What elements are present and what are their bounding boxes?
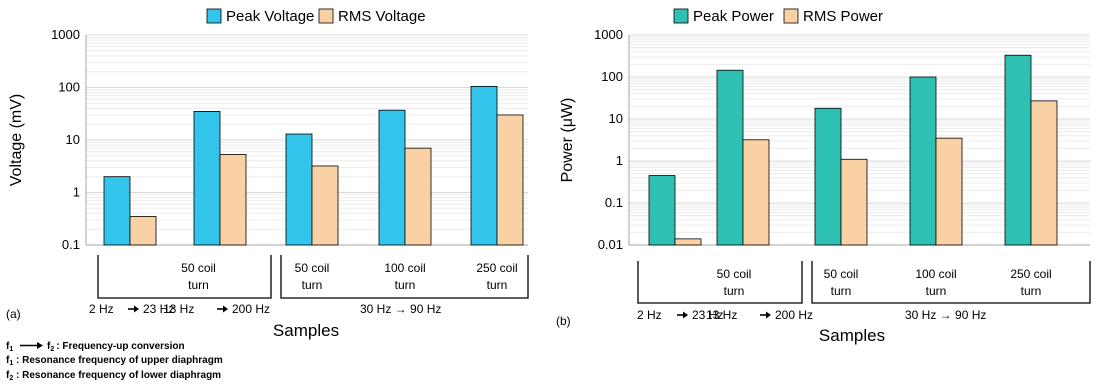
y-tick-label: 1 [616,153,623,168]
freq-label: 30 Hz → 90 Hz [360,302,441,316]
bar-rms [311,165,339,246]
x-axis-label: Samples [273,321,339,340]
group-label-line1: 100 coil [384,261,425,275]
group-label-line2: turn [395,278,416,292]
y-tick-label: 100 [58,80,80,95]
freq-label: 200 Hz [232,302,270,316]
note-f2-b: f [6,370,10,381]
bar-peak [909,76,937,246]
group-label-line2: turn [926,284,947,298]
panel-label: (a) [6,307,21,321]
y-tick-label: 1 [73,185,80,200]
note-frequency-up: : Frequency-up conversion [56,341,184,352]
y-tick-label: 0.01 [598,237,623,252]
bar-peak [716,69,744,246]
legend-swatch [673,8,689,24]
group-bracket [280,255,529,299]
freq-label: 23 Hz [143,302,174,316]
svg-text:f1: f1 [6,341,13,353]
y-tick-label: 1000 [594,27,623,42]
note-f2: f [47,341,51,352]
note-f1-b-sub: 1 [9,360,13,367]
group-label-line1: 50 coil [181,261,216,275]
bar-peak [470,85,498,246]
legend-label: Peak Voltage [226,8,314,25]
group-label-line2: turn [1021,284,1042,298]
note-upper-diaphragm: : Resonance frequency of upper diaphragm [13,355,223,366]
note-f1-sub: 1 [9,346,13,353]
freq-arrow-head-icon [223,305,228,313]
bar-peak [648,175,676,246]
group-label-line1: 250 coil [476,261,517,275]
y-tick-label: 0.1 [605,195,623,210]
bar-peak [285,133,313,246]
group-label-line2: turn [302,278,323,292]
svg-text:f2 : Resonance frequency of lo: f2 : Resonance frequency of lower diaphr… [6,370,221,382]
note-f2-sub: 2 [50,346,54,353]
group-label-line2: turn [724,284,745,298]
freq-label: 30 Hz → 90 Hz [905,308,986,322]
bar-rms [840,158,868,246]
freq-arrow-head-icon [683,311,688,319]
bar-peak [1004,54,1032,246]
bar-rms [674,238,702,246]
svg-text:f2: Frequency-up conversion: f2: Frequency-up conversion [47,341,185,353]
freq-label: 13 Hz [706,308,737,322]
bar-peak [378,109,406,246]
legend-swatch [318,8,334,24]
bar-peak [193,111,221,246]
bar-rms [496,114,524,246]
panel-label: (b) [556,314,571,328]
note-f1: f [6,341,10,352]
bar-rms [1030,100,1058,246]
voltage-chart: 0.1 1 10 100 1000 Peak Voltage RMS Voltage Volt… [6,8,529,340]
group-label-line1: 50 coil [824,267,859,281]
svg-text:f1 : Resonance frequency of up: f1 : Resonance frequency of upper diaphr… [6,355,223,367]
legend-label: RMS Voltage [338,8,426,25]
group-bracket [811,261,1091,304]
group-label-line1: 50 coil [295,261,330,275]
freq-label: 23 Hz [692,308,723,322]
y-axis-label: Voltage (mV) [8,94,25,186]
freq-label: 2 Hz [89,302,114,316]
x-axis-label: Samples [819,326,885,345]
legend-swatch [206,8,222,24]
bar-rms [129,216,157,246]
group-label-line2: turn [188,278,209,292]
bar-peak [103,176,131,246]
note-arrow-head-icon [37,342,43,349]
freq-arrow-head-icon [134,305,139,313]
group-label-line1: 250 coil [1010,267,1051,281]
y-axis-label: Power (μW) [559,98,576,183]
group-bracket [97,255,272,299]
y-tick-label: 10 [66,132,80,147]
group-bracket [637,261,803,304]
y-tick-label: 10 [609,111,623,126]
freq-label: 2 Hz [637,308,662,322]
legend-label: Peak Power [693,8,774,25]
notes: f1 f2: Frequency-up conversion f1 : Reso… [6,341,223,382]
group-label-line1: 50 coil [717,267,752,281]
legend-label: RMS Power [803,8,883,25]
legend-swatch [783,8,799,24]
freq-arrow-head-icon [766,311,771,319]
group-label-line1: 100 coil [915,267,956,281]
bar-rms [404,147,432,246]
bar-rms [219,154,247,246]
note-f1-b: f [6,355,10,366]
freq-label: 13 Hz [163,302,194,316]
y-tick-label: 1000 [51,27,80,42]
note-f2-b-sub: 2 [9,375,13,382]
y-tick-label: 0.1 [62,237,80,252]
group-label-line2: turn [831,284,852,298]
note-lower-diaphragm: : Resonance frequency of lower diaphragm [13,370,221,381]
bar-peak [814,107,842,246]
power-chart: 0.01 0.1 1 10 100 1000 Peak Power RMS Power Powe… [556,8,1091,345]
bar-rms [935,137,963,246]
freq-label: 200 Hz [775,308,813,322]
bar-rms [742,139,770,246]
group-label-line2: turn [487,278,508,292]
y-tick-label: 100 [601,69,623,84]
